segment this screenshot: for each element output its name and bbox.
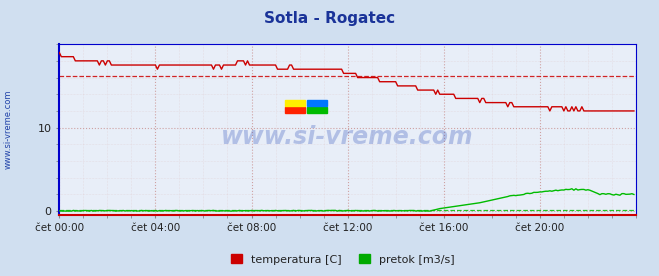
Text: www.si-vreme.com: www.si-vreme.com xyxy=(221,124,474,148)
Bar xyxy=(306,107,327,113)
Legend: temperatura [C], pretok [m3/s]: temperatura [C], pretok [m3/s] xyxy=(227,250,459,269)
Bar xyxy=(285,100,305,106)
Text: www.si-vreme.com: www.si-vreme.com xyxy=(4,90,13,169)
Bar xyxy=(306,100,327,106)
Bar xyxy=(285,107,305,113)
Text: Sotla - Rogatec: Sotla - Rogatec xyxy=(264,11,395,26)
